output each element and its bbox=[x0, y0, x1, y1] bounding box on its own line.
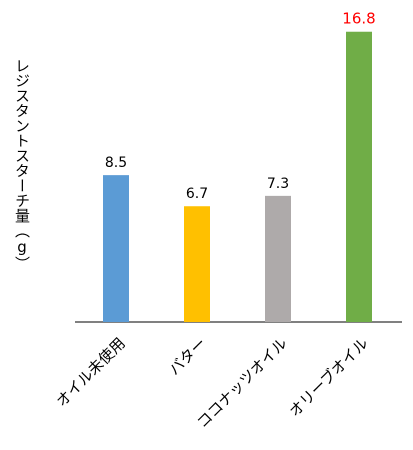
bar-4 bbox=[346, 31, 372, 322]
value-label-4: 16.8 bbox=[342, 10, 375, 28]
value-label-1: 8.5 bbox=[105, 155, 127, 171]
bar-1 bbox=[103, 175, 129, 322]
bar-3 bbox=[265, 195, 291, 322]
y-axis-label: レジスタントスターチ量（g） bbox=[13, 58, 31, 271]
category-label-2: バター bbox=[165, 334, 210, 379]
bar-2 bbox=[184, 206, 210, 322]
value-label-3: 7.3 bbox=[267, 176, 289, 192]
value-label-2: 6.7 bbox=[186, 186, 208, 202]
category-label-4: オリーブオイル bbox=[285, 334, 371, 420]
category-label-1: オイル未使用 bbox=[52, 334, 128, 410]
